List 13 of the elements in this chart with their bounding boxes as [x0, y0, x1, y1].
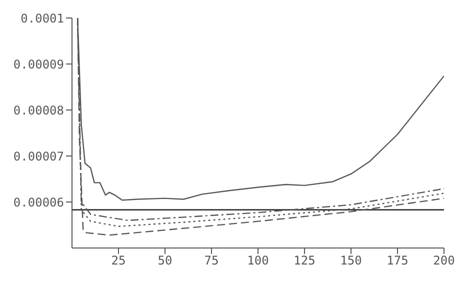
x-tick-label: 50 [158, 254, 172, 268]
x-tick-label: 75 [204, 254, 219, 268]
x-tick-label: 175 [386, 254, 408, 268]
y-tick-label: 0.00007 [13, 149, 64, 164]
x-tick-label: 150 [340, 254, 362, 268]
x-tick-label: 200 [433, 254, 455, 268]
y-tick-label: 0.00009 [13, 57, 64, 72]
y-tick-label: 0.00008 [13, 103, 64, 118]
x-tick-label: 25 [111, 254, 126, 268]
x-tick-label: 100 [247, 254, 269, 268]
x-tick-label: 125 [294, 254, 316, 268]
y-tick-label: 0.00006 [13, 195, 64, 210]
y-tick-label: 0.0001 [20, 11, 64, 26]
